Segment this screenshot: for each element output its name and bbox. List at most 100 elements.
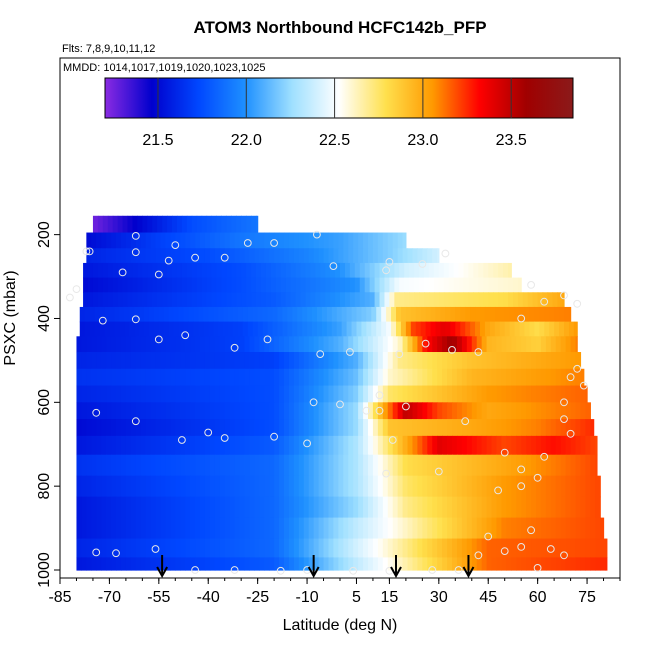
- heatmap-cell: [185, 385, 191, 403]
- heatmap-cell: [540, 454, 547, 477]
- heatmap-cell: [328, 496, 335, 519]
- heatmap-cell: [239, 232, 246, 249]
- heatmap-cell: [333, 557, 339, 571]
- x-tick-label: 75: [578, 589, 596, 606]
- heatmap-cell: [201, 292, 208, 308]
- heatmap-cell: [511, 496, 517, 519]
- heatmap-cell: [116, 517, 122, 540]
- heatmap-cell: [152, 262, 158, 279]
- heatmap-cell: [132, 277, 139, 293]
- heatmap-cell: [376, 321, 382, 337]
- heatmap-cell: [204, 352, 211, 370]
- heatmap-cell: [338, 248, 344, 264]
- heatmap-cell: [382, 352, 389, 370]
- heatmap-cell: [519, 321, 526, 337]
- heatmap-cell: [575, 435, 582, 456]
- sample-marker: [131, 248, 140, 257]
- heatmap-cell: [517, 292, 524, 308]
- heatmap-cell: [130, 538, 137, 559]
- heatmap-cell: [343, 352, 349, 370]
- heatmap-cell: [163, 321, 170, 337]
- heatmap-cell: [313, 248, 320, 264]
- heatmap-cell: [397, 475, 404, 498]
- heatmap-cell: [81, 496, 87, 519]
- heatmap-cell: [201, 262, 208, 279]
- sample-markers: [66, 230, 588, 575]
- heatmap-cell: [269, 402, 275, 420]
- heatmap-cell: [228, 321, 234, 337]
- heatmap-cell: [506, 352, 512, 370]
- heatmap-cell: [442, 517, 448, 540]
- heatmap-cell: [180, 475, 186, 498]
- heatmap-cell: [486, 557, 493, 571]
- heatmap-cell: [158, 321, 165, 337]
- heatmap-cell: [160, 475, 167, 498]
- x-axis: -85 -70 -55 -40 -25 -10 5 15 30 45 60 75: [48, 578, 621, 606]
- heatmap-cell: [76, 435, 83, 456]
- heatmap-cell: [200, 248, 206, 264]
- heatmap-cell: [496, 454, 503, 477]
- heatmap-cell: [516, 496, 522, 519]
- heatmap-cell: [168, 306, 175, 323]
- heatmap-cell: [129, 321, 135, 337]
- heatmap-cell: [364, 292, 371, 308]
- heatmap-cell: [516, 352, 522, 370]
- heatmap-cell: [422, 475, 428, 498]
- heatmap-cell: [432, 435, 438, 456]
- heatmap-cell: [461, 402, 468, 420]
- heatmap-cell: [234, 352, 241, 370]
- sample-marker: [316, 350, 325, 359]
- heatmap-cell: [448, 292, 455, 308]
- heatmap-cell: [338, 454, 344, 477]
- heatmap-cell: [308, 435, 315, 456]
- sample-marker: [375, 406, 384, 415]
- heatmap-cell: [234, 248, 241, 264]
- heatmap-cell: [455, 306, 461, 323]
- heatmap-cell: [275, 292, 282, 308]
- heatmap-cell: [437, 368, 443, 387]
- heatmap-cell: [106, 368, 112, 387]
- heatmap-cell: [269, 517, 275, 540]
- sample-marker: [309, 398, 318, 407]
- heatmap-cell: [130, 248, 137, 264]
- heatmap-cell: [396, 306, 402, 323]
- heatmap-cell: [163, 306, 170, 323]
- heatmap-cell: [318, 496, 325, 519]
- heatmap-cell: [435, 321, 442, 337]
- heatmap-cell: [209, 496, 216, 519]
- heatmap-cell: [298, 496, 305, 519]
- heatmap-cell: [545, 475, 552, 498]
- heatmap-cell: [165, 368, 171, 387]
- heatmap-cell: [145, 248, 152, 264]
- heatmap-cell: [101, 232, 107, 249]
- heatmap-cell: [125, 475, 132, 498]
- heatmap-cell: [76, 385, 83, 403]
- heatmap-cell: [503, 292, 509, 308]
- heatmap-cell: [140, 385, 147, 403]
- heatmap-cell: [323, 336, 330, 353]
- heatmap-cell: [552, 292, 559, 308]
- heatmap-cell: [175, 496, 181, 519]
- heatmap-cell: [489, 306, 496, 323]
- heatmap-cell: [275, 277, 282, 293]
- heatmap-cell: [540, 402, 547, 420]
- heatmap-cell: [476, 352, 483, 370]
- heatmap-cell: [547, 292, 554, 308]
- heatmap-cell: [545, 557, 552, 571]
- heatmap-cell: [150, 419, 157, 437]
- heatmap-cell: [280, 292, 287, 308]
- heatmap-cell: [206, 215, 213, 234]
- heatmap-cell: [219, 517, 226, 540]
- heatmap-cell: [293, 435, 300, 456]
- heatmap-cell: [575, 419, 582, 437]
- x-tick-label: -25: [246, 589, 269, 606]
- heatmap-cell: [130, 336, 137, 353]
- heatmap-cell: [377, 517, 384, 540]
- heatmap-cell: [204, 538, 211, 559]
- heatmap-cell: [264, 475, 270, 498]
- heatmap-cell: [91, 475, 97, 498]
- sample-marker: [517, 314, 526, 323]
- heatmap-cell: [471, 496, 478, 519]
- heatmap-cell: [415, 306, 422, 323]
- heatmap-cell: [310, 262, 316, 279]
